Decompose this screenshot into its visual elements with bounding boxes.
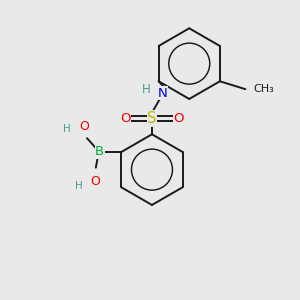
Text: O: O: [120, 112, 131, 125]
Text: B: B: [95, 146, 104, 158]
Text: H: H: [75, 181, 83, 191]
Text: H: H: [142, 82, 150, 96]
Text: H: H: [62, 124, 70, 134]
Text: O: O: [90, 175, 100, 188]
Text: S: S: [147, 111, 157, 126]
Text: O: O: [173, 112, 184, 125]
Text: CH₃: CH₃: [253, 84, 274, 94]
Text: O: O: [79, 120, 89, 133]
Text: N: N: [158, 87, 168, 100]
